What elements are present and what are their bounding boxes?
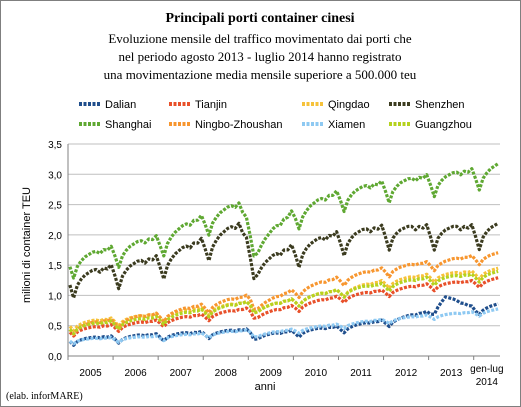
y-tick-label: 3,5 <box>48 140 62 151</box>
legend-label: Guangzhou <box>415 119 472 131</box>
chart-title: Principali porti container cinesi <box>165 11 354 26</box>
series-line <box>68 221 499 300</box>
chart-subtitle-line-2: nel periodo agosto 2013 - luglio 2014 ha… <box>118 49 401 64</box>
chart-subtitle-line-3: una movimentazione media mensile superio… <box>104 67 417 82</box>
legend-label: Xiamen <box>328 119 365 131</box>
x-axis-ticks: 2005 2006 2007 2008 2009 2010 2011 2012 2013 gen-… <box>67 356 504 388</box>
x-tick-label: 2005 <box>79 368 102 379</box>
x-tick-label: 2014 <box>476 377 499 388</box>
series-line <box>68 162 500 280</box>
y-tick-label: 3,0 <box>48 170 62 181</box>
x-axis-title: anni <box>255 381 276 393</box>
y-tick-label: 0,5 <box>48 322 62 333</box>
x-tick-label: gen-lug <box>470 364 503 375</box>
series-line <box>68 307 499 346</box>
y-tick-label: 1,5 <box>48 261 62 272</box>
series-line <box>68 276 499 338</box>
y-axis-title: milioni di container TEU <box>21 187 33 303</box>
y-tick-label: 0,0 <box>48 352 62 363</box>
legend-label: Ningbo-Zhoushan <box>195 119 282 131</box>
legend: Dalian Tianjin Qingdao Shenzhen Shanghai Ning… <box>79 99 472 131</box>
credit: (elab. inforMARE) <box>6 391 83 402</box>
legend-label: Shanghai <box>105 119 152 131</box>
legend-label: Qingdao <box>328 99 370 111</box>
x-tick-label: 2010 <box>305 368 328 379</box>
legend-label: Shenzhen <box>415 99 465 111</box>
x-tick-label: 2012 <box>395 368 418 379</box>
x-tick-label: 2011 <box>350 368 372 379</box>
x-tick-label: 2008 <box>215 368 238 379</box>
x-tick-label: 2006 <box>124 368 147 379</box>
series-line <box>68 269 499 336</box>
y-tick-label: 2,0 <box>48 231 62 242</box>
y-tick-label: 1,0 <box>48 291 62 302</box>
legend-label: Tianjin <box>195 99 227 111</box>
x-tick-label: 2013 <box>440 368 463 379</box>
y-axis-ticks: 0,0 0,5 1,0 1,5 2,0 2,5 3,0 3,5 <box>48 140 62 363</box>
y-tick-label: 2,5 <box>48 201 62 212</box>
legend-label: Dalian <box>105 99 136 111</box>
chart-subtitle-line-1: Evoluzione mensile del traffico moviment… <box>108 31 412 46</box>
series-line <box>68 251 499 336</box>
x-tick-label: 2007 <box>170 368 193 379</box>
x-tick-label: 2009 <box>260 368 283 379</box>
series-lines <box>68 162 500 347</box>
